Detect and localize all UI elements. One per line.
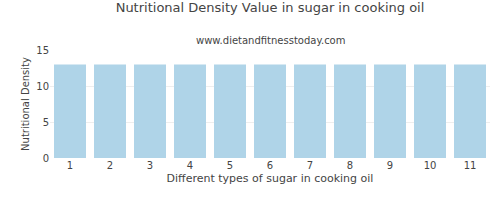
svg-text:Nutritional Density Value in s: Nutritional Density Value in sugar in co… [116, 0, 425, 15]
svg-text:1: 1 [67, 160, 73, 171]
svg-text:Nutritional Density: Nutritional Density [20, 57, 31, 151]
svg-text:10: 10 [424, 160, 437, 171]
svg-text:0: 0 [43, 153, 49, 164]
svg-text:www.dietandfitnesstoday.com: www.dietandfitnesstoday.com [196, 35, 345, 46]
svg-text:7: 7 [307, 160, 313, 171]
svg-text:Different types of sugar in co: Different types of sugar in cooking oil [167, 172, 374, 185]
svg-text:9: 9 [387, 160, 393, 171]
svg-text:2: 2 [107, 160, 113, 171]
svg-text:6: 6 [267, 160, 273, 171]
svg-text:15: 15 [36, 45, 49, 56]
svg-text:10: 10 [36, 81, 49, 92]
svg-text:5: 5 [43, 117, 49, 128]
svg-text:5: 5 [227, 160, 233, 171]
svg-text:3: 3 [147, 160, 153, 171]
svg-text:8: 8 [347, 160, 353, 171]
svg-text:4: 4 [187, 160, 193, 171]
svg-text:11: 11 [464, 160, 477, 171]
